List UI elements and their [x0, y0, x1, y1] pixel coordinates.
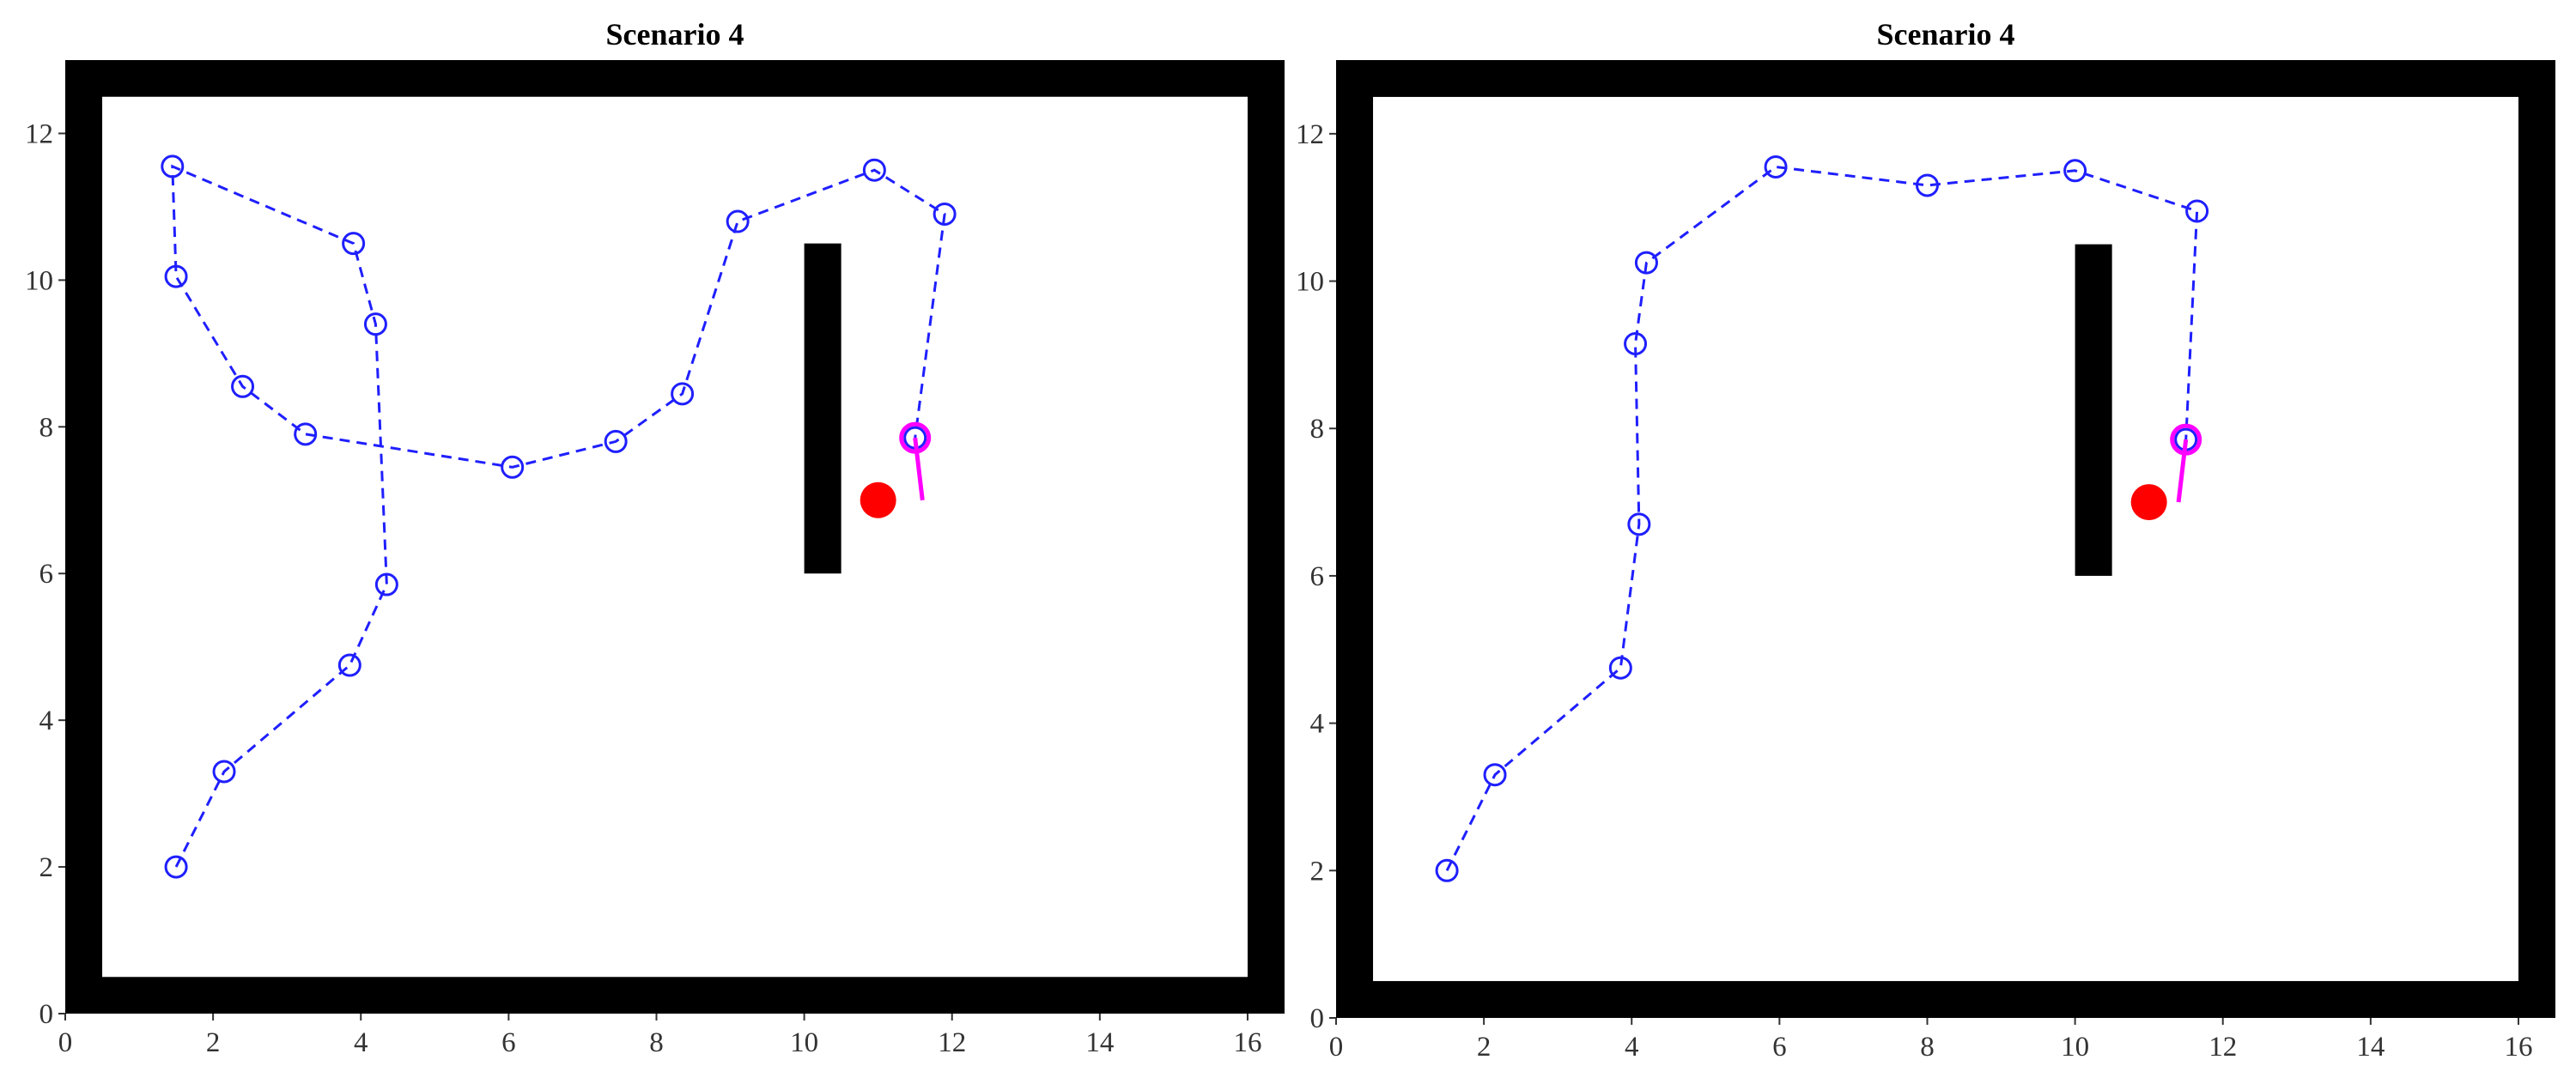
left-ytick-label: 10 — [25, 265, 53, 296]
left-waypoint — [374, 572, 398, 597]
left-xtick-label: 10 — [790, 1027, 818, 1058]
left-robot-heading — [913, 437, 925, 501]
left-xtick-label: 16 — [1233, 1027, 1261, 1058]
left-waypoint — [862, 158, 886, 182]
right-ytick-label: 4 — [1310, 709, 1325, 740]
left-wall-2 — [65, 60, 103, 1014]
left-path-line — [171, 164, 946, 868]
left-xtick-label: 2 — [206, 1027, 221, 1058]
right-waypoint — [1915, 173, 1939, 197]
left-waypoint — [161, 154, 185, 179]
left-xtick-label: 14 — [1085, 1027, 1114, 1058]
right-xtick-label: 14 — [2356, 1032, 2385, 1063]
left-robot-marker — [899, 421, 932, 454]
left-wall-0 — [65, 977, 1285, 1014]
left-ytick-label: 0 — [39, 999, 54, 1030]
left-waypoint — [164, 264, 188, 288]
left-waypoint — [363, 312, 387, 336]
left-xtick-label: 12 — [938, 1027, 966, 1058]
right-waypoint — [1634, 251, 1658, 275]
left-waypoint — [501, 455, 525, 479]
right-wall-1 — [1336, 60, 2555, 97]
left-ytick-label: 6 — [39, 559, 54, 590]
right-ytick-label: 6 — [1310, 561, 1325, 592]
right-chart-panel: Scenario 4 0 2 4 6 8 10 12 14 16 0 2 4 6 8 10 12 — [1296, 17, 2555, 1063]
left-waypoint — [342, 232, 366, 256]
right-ytick-label: 0 — [1310, 1003, 1325, 1034]
right-xtick-label: 16 — [2504, 1032, 2532, 1063]
left-waypoint — [231, 374, 255, 398]
right-wall-0 — [1336, 981, 2555, 1018]
right-waypoint — [1483, 763, 1507, 787]
right-waypoint — [1624, 332, 1648, 356]
left-waypoint — [337, 653, 361, 677]
right-robot-marker — [2170, 423, 2202, 456]
left-ytick-label: 2 — [39, 852, 54, 883]
right-wall-4 — [2075, 244, 2112, 576]
left-xtick-label: 8 — [649, 1027, 664, 1058]
right-robot-heading — [2176, 439, 2189, 503]
left-wall-4 — [804, 243, 841, 574]
right-chart-title: Scenario 4 — [1877, 17, 2015, 51]
left-waypoint — [294, 422, 318, 446]
right-waypoint — [1627, 512, 1651, 536]
right-ytick-label: 10 — [1296, 267, 1324, 298]
left-ytick-label: 4 — [39, 706, 54, 736]
right-xtick-label: 4 — [1625, 1032, 1639, 1063]
left-goal-marker — [860, 481, 896, 518]
right-xtick-label: 6 — [1772, 1032, 1787, 1063]
right-xtick-label: 8 — [1920, 1032, 1935, 1063]
right-ytick-label: 8 — [1310, 414, 1325, 445]
left-xtick-label: 4 — [354, 1027, 368, 1058]
right-waypoint — [1435, 858, 1459, 882]
right-waypoint — [1608, 656, 1632, 680]
right-ytick-label: 12 — [1296, 119, 1324, 150]
right-ytick-label: 2 — [1310, 856, 1325, 887]
left-wall-1 — [65, 60, 1285, 97]
left-waypoint — [933, 202, 957, 226]
right-xtick-label: 12 — [2208, 1032, 2237, 1063]
right-xtick-label: 0 — [1329, 1032, 1344, 1063]
left-xtick-label: 6 — [501, 1027, 516, 1058]
right-wall-3 — [2518, 60, 2555, 1018]
left-ytick-label: 8 — [39, 412, 54, 443]
left-waypoint — [726, 209, 750, 233]
right-xtick-label: 2 — [1477, 1032, 1492, 1063]
right-wall-2 — [1336, 60, 1374, 1018]
right-waypoint — [2185, 199, 2209, 223]
left-chart-panel: Scenario 4 0 2 4 6 8 10 12 14 16 0 2 4 6 8 10 12 — [25, 17, 1285, 1058]
left-waypoint — [671, 382, 695, 406]
left-xtick-label: 0 — [58, 1027, 73, 1058]
left-wall-3 — [1247, 60, 1285, 1014]
right-waypoint — [2063, 159, 2087, 183]
right-goal-marker — [2130, 484, 2167, 521]
left-waypoint — [212, 760, 236, 784]
right-xtick-label: 10 — [2061, 1032, 2089, 1063]
right-waypoint — [1764, 154, 1788, 179]
left-waypoint — [164, 855, 188, 879]
left-ytick-label: 12 — [25, 118, 53, 149]
left-waypoint — [604, 429, 628, 453]
left-chart-title: Scenario 4 — [606, 17, 744, 51]
right-path-line — [1445, 165, 2199, 871]
